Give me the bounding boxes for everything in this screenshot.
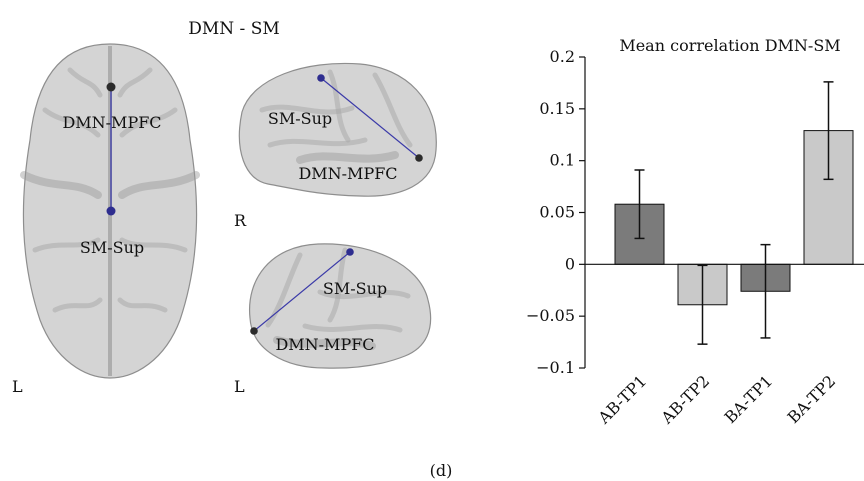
sagittal-right-brain-view: SM-Sup DMN-MPFC R bbox=[234, 62, 437, 230]
x-tick-label: AB-TP1 bbox=[594, 371, 651, 428]
y-tick-label: −0.05 bbox=[526, 306, 575, 325]
y-tick-label: 0.05 bbox=[539, 203, 575, 222]
sagittal-left-fold bbox=[302, 323, 403, 333]
axial-node-sm-sup bbox=[106, 206, 116, 216]
axial-side-label: L bbox=[12, 377, 23, 396]
y-axis: −0.1 −0.05 0 0.05 0.1 0.15 0.2 bbox=[526, 47, 586, 377]
chart-title: Mean correlation DMN-SM bbox=[619, 36, 840, 55]
sagittal-left-connection-line bbox=[253, 251, 351, 332]
x-tick-label: BA-TP2 bbox=[784, 371, 840, 427]
sagittal-left-fold bbox=[273, 336, 376, 350]
axial-fold bbox=[42, 107, 101, 138]
y-tick-label: 0.1 bbox=[550, 151, 575, 170]
sagittal-left-fold bbox=[317, 289, 411, 300]
sagittal-right-fold bbox=[259, 104, 355, 115]
sagittal-right-connection-line bbox=[320, 77, 420, 159]
sagittal-left-outline bbox=[248, 243, 432, 369]
axial-label-dmn-mpfc: DMN-MPFC bbox=[62, 113, 161, 132]
sagittal-left-label-sm-sup: SM-Sup bbox=[323, 279, 387, 298]
sagittal-right-fold bbox=[267, 137, 368, 148]
bars bbox=[614, 81, 854, 345]
y-tick-label: 0.15 bbox=[539, 99, 575, 118]
sagittal-left-node-dmn-mpfc bbox=[250, 327, 258, 335]
sagittal-right-label-sm-sup: SM-Sup bbox=[268, 109, 332, 128]
axial-fold bbox=[52, 297, 103, 313]
sagittal-right-side-label: R bbox=[234, 211, 247, 230]
axial-brain-view: DMN-MPFC SM-Sup L bbox=[12, 43, 200, 396]
axial-node-dmn-mpfc bbox=[106, 82, 116, 92]
axial-fold bbox=[119, 107, 178, 138]
x-tick-label: AB-TP2 bbox=[657, 371, 714, 428]
sagittal-right-node-sm-sup bbox=[317, 74, 325, 82]
axial-fold bbox=[20, 171, 102, 199]
sagittal-left-label-dmn-mpfc: DMN-MPFC bbox=[275, 335, 374, 354]
bar-chart: Mean correlation DMN-SM −0.1 −0.05 0 0.05 0.… bbox=[526, 36, 864, 428]
sagittal-left-node-sm-sup bbox=[346, 248, 354, 256]
axial-fold bbox=[117, 67, 153, 98]
sagittal-left-side-label: L bbox=[234, 377, 245, 396]
sagittal-right-fold bbox=[372, 72, 413, 148]
panel-caption: (d) bbox=[430, 461, 453, 480]
y-tick-label: 0 bbox=[565, 254, 575, 273]
sagittal-right-fold bbox=[296, 151, 399, 164]
x-tick-labels: AB-TP1 AB-TP2 BA-TP1 BA-TP2 bbox=[594, 371, 840, 428]
axial-label-sm-sup: SM-Sup bbox=[80, 238, 144, 257]
sagittal-left-brain-view: SM-Sup DMN-MPFC L bbox=[234, 243, 432, 396]
axial-fold bbox=[32, 237, 101, 253]
sagittal-right-node-dmn-mpfc bbox=[415, 154, 423, 162]
sagittal-right-fold bbox=[327, 69, 351, 143]
axial-fold bbox=[119, 237, 188, 253]
sagittal-left-fold bbox=[265, 252, 303, 328]
axial-fold bbox=[118, 171, 200, 199]
sagittal-right-label-dmn-mpfc: DMN-MPFC bbox=[298, 164, 397, 183]
axial-fold bbox=[117, 297, 168, 313]
y-tick-label: −0.1 bbox=[536, 358, 575, 377]
x-tick-label: BA-TP1 bbox=[721, 371, 777, 427]
panel-title: DMN - SM bbox=[188, 19, 280, 39]
y-tick-label: 0.2 bbox=[550, 47, 575, 66]
axial-fold bbox=[67, 67, 103, 98]
